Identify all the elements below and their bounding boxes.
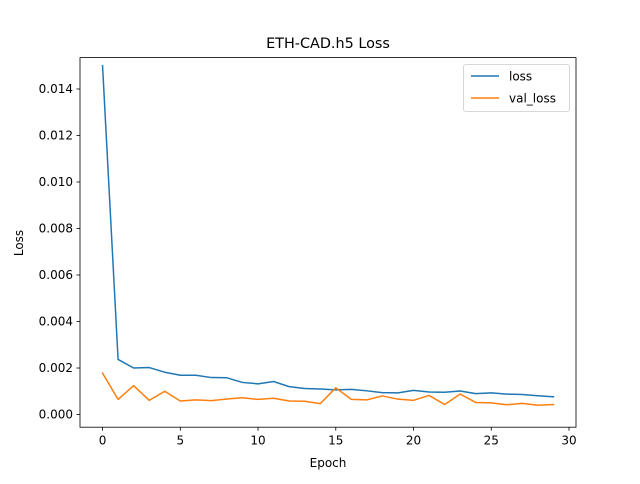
series-line-val-loss [101,372,555,406]
x-tick-label: 25 [484,434,499,448]
y-tick-label: 0.010 [39,175,73,189]
x-tick-label: 20 [406,434,421,448]
y-tick-label: 0.000 [39,408,73,422]
y-axis: 0.000 0.002 0.004 0.006 0.008 0.010 0.012 0.014 [39,82,80,422]
series-layer [101,64,555,406]
x-tick-label: 30 [561,434,576,448]
legend-label-val-loss: val_loss [509,92,556,106]
x-tick-label: 5 [176,434,184,448]
y-tick-label: 0.004 [39,315,73,329]
x-tick-label: 15 [328,434,343,448]
y-tick-label: 0.012 [39,129,73,143]
y-axis-label: Loss [12,230,26,256]
y-tick-label: 0.002 [39,361,73,375]
legend-label-loss: loss [509,70,532,84]
chart-title: ETH-CAD.h5 Loss [266,36,390,52]
axes-frame [79,57,577,428]
x-axis: 0 5 10 15 20 25 30 [99,427,577,448]
legend: loss val_loss [463,64,570,112]
x-tick-label: 10 [250,434,265,448]
y-tick-label: 0.006 [39,268,73,282]
series-line-loss [101,64,555,398]
y-tick-label: 0.014 [39,82,73,96]
x-axis-label: Epoch [310,456,347,470]
x-tick-label: 0 [99,434,107,448]
y-tick-label: 0.008 [39,222,73,236]
